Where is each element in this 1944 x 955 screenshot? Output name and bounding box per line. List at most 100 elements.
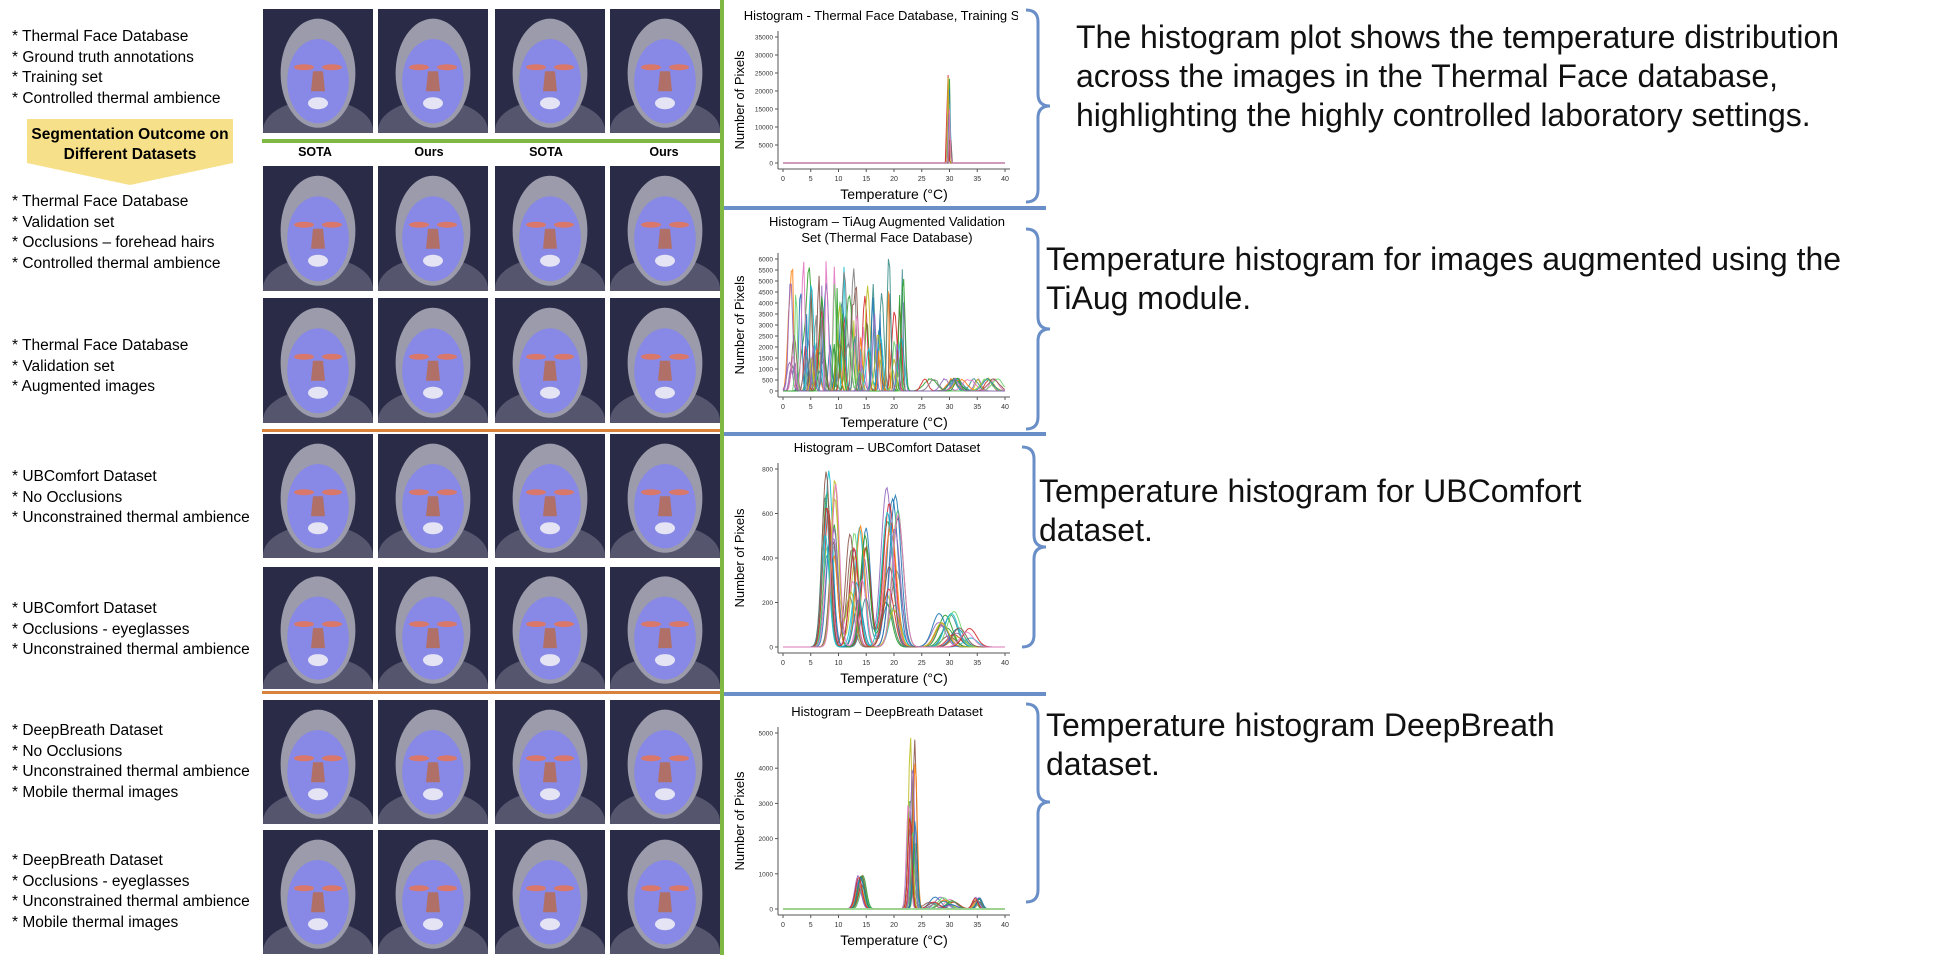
y-axis-label: Number of Pixels (732, 275, 747, 374)
green-row-separator (262, 139, 720, 143)
caption-2-line-2: TiAug module. (1046, 280, 1252, 316)
y-tick-label: 25000 (755, 71, 773, 78)
x-tick-label: 30 (946, 922, 954, 929)
x-tick-label: 5 (809, 404, 813, 411)
caption-2: Temperature histogram for images augment… (1046, 240, 1841, 318)
series-line (782, 283, 1005, 392)
segmentation-image-r7-c3 (495, 830, 605, 954)
orange-row-separator-2 (262, 691, 720, 694)
y-tick-label: 4000 (759, 766, 774, 773)
x-tick-label: 0 (781, 404, 785, 411)
x-tick-label: 30 (946, 176, 954, 183)
row-5-description: * UBComfort Dataset * Occlusions - eyegl… (12, 599, 250, 661)
caption-1-line-1: The histogram plot shows the temperature… (1076, 19, 1840, 55)
x-tick-label: 10 (835, 660, 843, 667)
x-tick-label: 20 (890, 922, 898, 929)
segmentation-image-r2-c4 (610, 166, 720, 291)
y-tick-label: 35000 (755, 35, 773, 42)
series-line (783, 842, 1005, 910)
series-line (783, 776, 1005, 910)
series-line (783, 104, 1005, 164)
brace-4 (1024, 702, 1054, 909)
chart-title: Histogram – DeepBreath Dataset (791, 704, 983, 719)
row-2-line-3: * Occlusions – forehead hairs (12, 234, 215, 251)
segmentation-image-r1-c4 (610, 9, 720, 133)
y-tick-label: 5000 (759, 279, 774, 286)
histogram-svg-1: Histogram - Thermal Face Database, Train… (732, 8, 1018, 202)
series-line (783, 471, 1005, 648)
segmentation-image-r3-c2 (378, 298, 488, 423)
row-3-line-2: * Validation set (12, 357, 115, 375)
histogram-chart-2: Histogram – TiAug Augmented Validation Se… (728, 211, 1018, 433)
segmentation-image-r3-c1 (263, 298, 373, 423)
caption-1-line-3: highlighting the highly controlled labor… (1076, 97, 1811, 133)
series-line (783, 810, 1005, 910)
y-tick-label: 20000 (755, 89, 773, 96)
row-7-line-2: * Occlusions - eyeglasses (12, 872, 190, 890)
caption-3-line-1: Temperature histogram for UBComfort (1039, 473, 1582, 509)
histogram-chart-1: Histogram - Thermal Face Database, Train… (728, 5, 1018, 205)
segmentation-image-r5-c3 (495, 567, 605, 689)
x-tick-label: 35 (973, 660, 981, 667)
y-tick-label: 2500 (759, 334, 774, 341)
caption-2-line-1: Temperature histogram for images augment… (1046, 241, 1842, 277)
segmentation-image-r7-c4 (610, 830, 720, 954)
row-7-description: * DeepBreath Dataset * Occlusions - eyeg… (12, 851, 250, 933)
row-6-description: * DeepBreath Dataset * No Occlusions * U… (12, 721, 250, 803)
row-2-line-2: * Validation set (12, 213, 115, 231)
x-tick-label: 35 (973, 922, 981, 929)
y-tick-label: 0 (769, 161, 773, 168)
series-line (783, 818, 1005, 910)
y-tick-label: 10000 (755, 125, 773, 132)
x-tick-label: 20 (890, 404, 898, 411)
segmentation-image-r2-c3 (495, 166, 605, 291)
histogram-svg-3: Histogram – UBComfort Dataset 0 5 10 15 20 25 3… (732, 440, 1010, 686)
y-axis-label: Number of Pixels (732, 771, 747, 870)
segmentation-image-r4-c1 (263, 434, 373, 558)
row-4-line-3: * Unconstrained thermal ambience (12, 509, 250, 526)
segmentation-image-r1-c2 (378, 9, 488, 133)
caption-1: The histogram plot shows the temperature… (1076, 18, 1839, 135)
series-line (783, 139, 1005, 164)
y-tick-label: 0 (769, 907, 773, 914)
y-axis-label: Number of Pixels (732, 508, 747, 607)
row-7-line-4: * Mobile thermal images (12, 913, 179, 931)
chart-title: Histogram - Thermal Face Database, Train… (744, 8, 1018, 23)
y-tick-label: 3000 (759, 801, 774, 808)
histogram-svg-4: Histogram – DeepBreath Dataset 0 5 10 15 20 25… (732, 704, 1010, 948)
segmentation-image-r6-c3 (495, 700, 605, 824)
y-axis-label: Number of Pixels (732, 50, 747, 149)
segmentation-image-r4-c2 (378, 434, 488, 558)
y-tick-label: 600 (762, 511, 773, 518)
row-2-line-1: * Thermal Face Database (12, 193, 189, 210)
y-tick-label: 2000 (759, 345, 774, 352)
column-label-sota-2: SOTA (529, 145, 563, 159)
y-tick-label: 500 (762, 378, 773, 385)
vertical-green-separator (720, 0, 724, 955)
segmentation-image-r3-c4 (610, 298, 720, 423)
segmentation-image-r4-c4 (610, 434, 720, 558)
series-line (783, 800, 1005, 910)
x-tick-label: 0 (781, 922, 785, 929)
y-tick-label: 5000 (759, 143, 774, 150)
segmentation-image-r1-c3 (495, 9, 605, 133)
x-tick-label: 20 (890, 176, 898, 183)
y-tick-label: 30000 (755, 53, 773, 60)
x-tick-label: 25 (918, 176, 926, 183)
row-5-line-1: * UBComfort Dataset (12, 600, 157, 617)
series-line (783, 89, 1005, 164)
series-line (783, 769, 1005, 910)
row-5-line-3: * Unconstrained thermal ambience (12, 641, 250, 658)
series-line (783, 484, 1005, 648)
row-3-line-3: * Augmented images (12, 378, 156, 395)
x-tick-label: 35 (973, 176, 981, 183)
x-tick-label: 5 (809, 922, 813, 929)
series-line (783, 843, 1005, 910)
x-axis-label: Temperature (°C) (840, 670, 948, 686)
y-tick-label: 3000 (759, 323, 774, 330)
x-tick-label: 15 (862, 404, 870, 411)
series-line (783, 828, 1005, 910)
brace-2 (1024, 227, 1054, 436)
caption-4-line-2: dataset. (1046, 746, 1160, 782)
series-line (783, 509, 1005, 648)
